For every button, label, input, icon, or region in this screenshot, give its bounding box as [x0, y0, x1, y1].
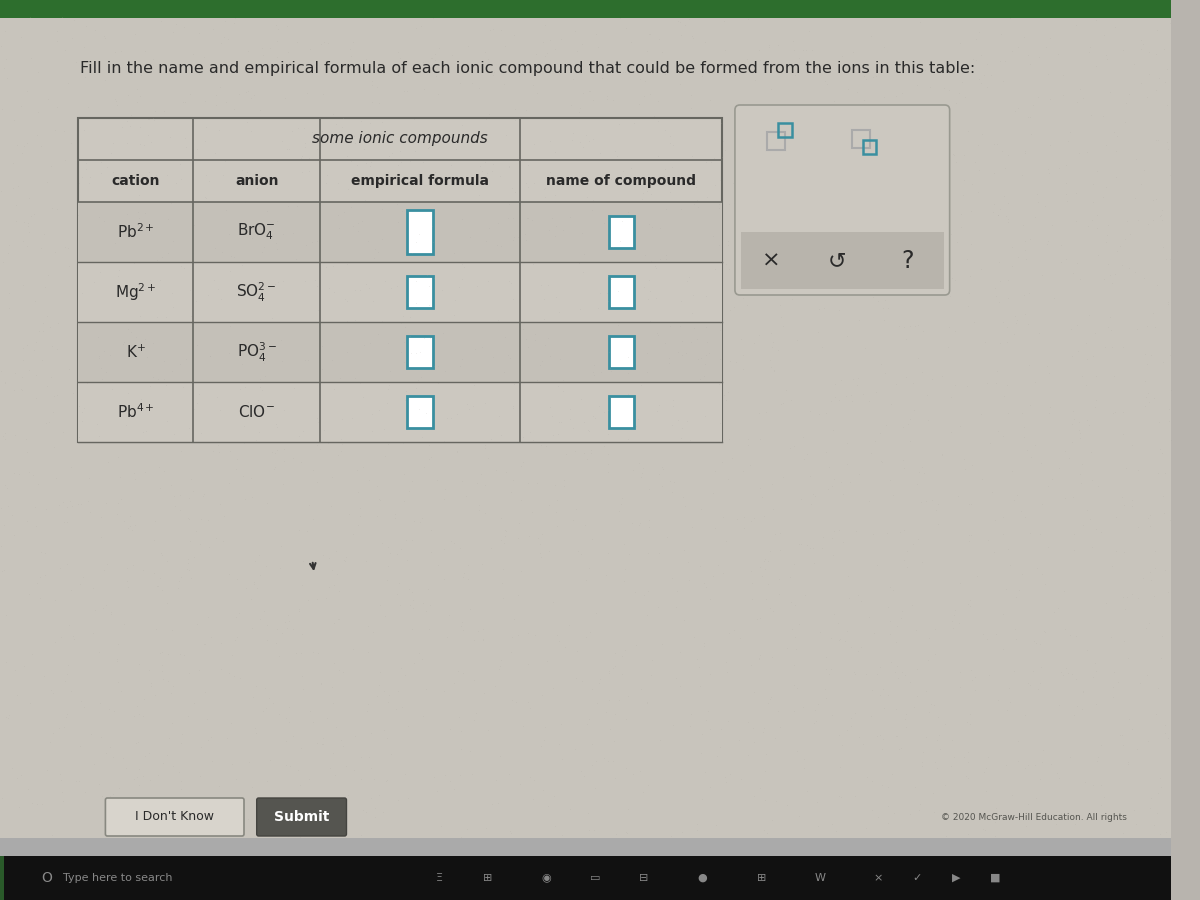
Text: ×: ×: [874, 873, 883, 883]
Bar: [78, 262, 722, 322]
FancyBboxPatch shape: [257, 798, 347, 836]
Text: ●: ●: [698, 873, 708, 883]
Text: Submit: Submit: [274, 810, 329, 824]
Bar: [408, 210, 433, 254]
Text: ■: ■: [990, 873, 1001, 883]
Text: Type here to search: Type here to search: [64, 873, 173, 883]
Text: ▶: ▶: [953, 873, 961, 883]
Bar: [863, 140, 876, 154]
Bar: [78, 202, 722, 262]
Bar: [78, 118, 722, 442]
Text: Pb$^{2+}$: Pb$^{2+}$: [116, 222, 155, 241]
Bar: [608, 276, 634, 308]
Bar: [740, 232, 943, 289]
Text: PO$_4^{3-}$: PO$_4^{3-}$: [236, 340, 277, 364]
Text: empirical formula: empirical formula: [352, 174, 490, 188]
Text: W: W: [815, 873, 826, 883]
Bar: [0, 0, 1171, 18]
Text: K$^{+}$: K$^{+}$: [126, 344, 145, 361]
Bar: [608, 396, 634, 428]
Bar: [78, 382, 722, 442]
Bar: [0, 856, 4, 900]
Bar: [852, 130, 870, 148]
FancyBboxPatch shape: [106, 798, 244, 836]
Text: SO$_4^{2-}$: SO$_4^{2-}$: [236, 281, 277, 303]
Bar: [408, 336, 433, 368]
Bar: [608, 216, 634, 248]
FancyBboxPatch shape: [734, 105, 949, 295]
Bar: [408, 396, 433, 428]
Text: anion: anion: [235, 174, 278, 188]
Text: some ionic compounds: some ionic compounds: [312, 131, 488, 147]
Text: ◉: ◉: [541, 873, 552, 883]
Text: Mg$^{2+}$: Mg$^{2+}$: [115, 281, 156, 302]
Bar: [608, 336, 634, 368]
Text: Pb$^{4+}$: Pb$^{4+}$: [116, 402, 155, 421]
Text: ?: ?: [901, 249, 914, 273]
Text: ✓: ✓: [913, 873, 922, 883]
Bar: [0, 856, 1171, 900]
Text: ↺: ↺: [828, 251, 847, 271]
Text: O: O: [42, 871, 53, 885]
Text: ⊞: ⊞: [756, 873, 766, 883]
Text: BrO$_4^{-}$: BrO$_4^{-}$: [238, 221, 276, 242]
Bar: [778, 123, 792, 137]
Bar: [767, 132, 785, 150]
Text: I Don't Know: I Don't Know: [136, 811, 215, 824]
Text: © 2020 McGraw-Hill Education. All rights: © 2020 McGraw-Hill Education. All rights: [942, 814, 1127, 823]
Text: Fill in the name and empirical formula of each ionic compound that could be form: Fill in the name and empirical formula o…: [80, 60, 976, 76]
Bar: [0, 838, 1171, 860]
Text: ⊟: ⊟: [640, 873, 649, 883]
Text: ×: ×: [762, 251, 780, 271]
Text: name of compound: name of compound: [546, 174, 696, 188]
Text: ▭: ▭: [590, 873, 601, 883]
Text: ClO$^{-}$: ClO$^{-}$: [239, 404, 275, 420]
Text: cation: cation: [112, 174, 160, 188]
Text: Ξ: Ξ: [436, 873, 443, 883]
Bar: [408, 276, 433, 308]
Text: ⊞: ⊞: [484, 873, 493, 883]
Bar: [78, 322, 722, 382]
